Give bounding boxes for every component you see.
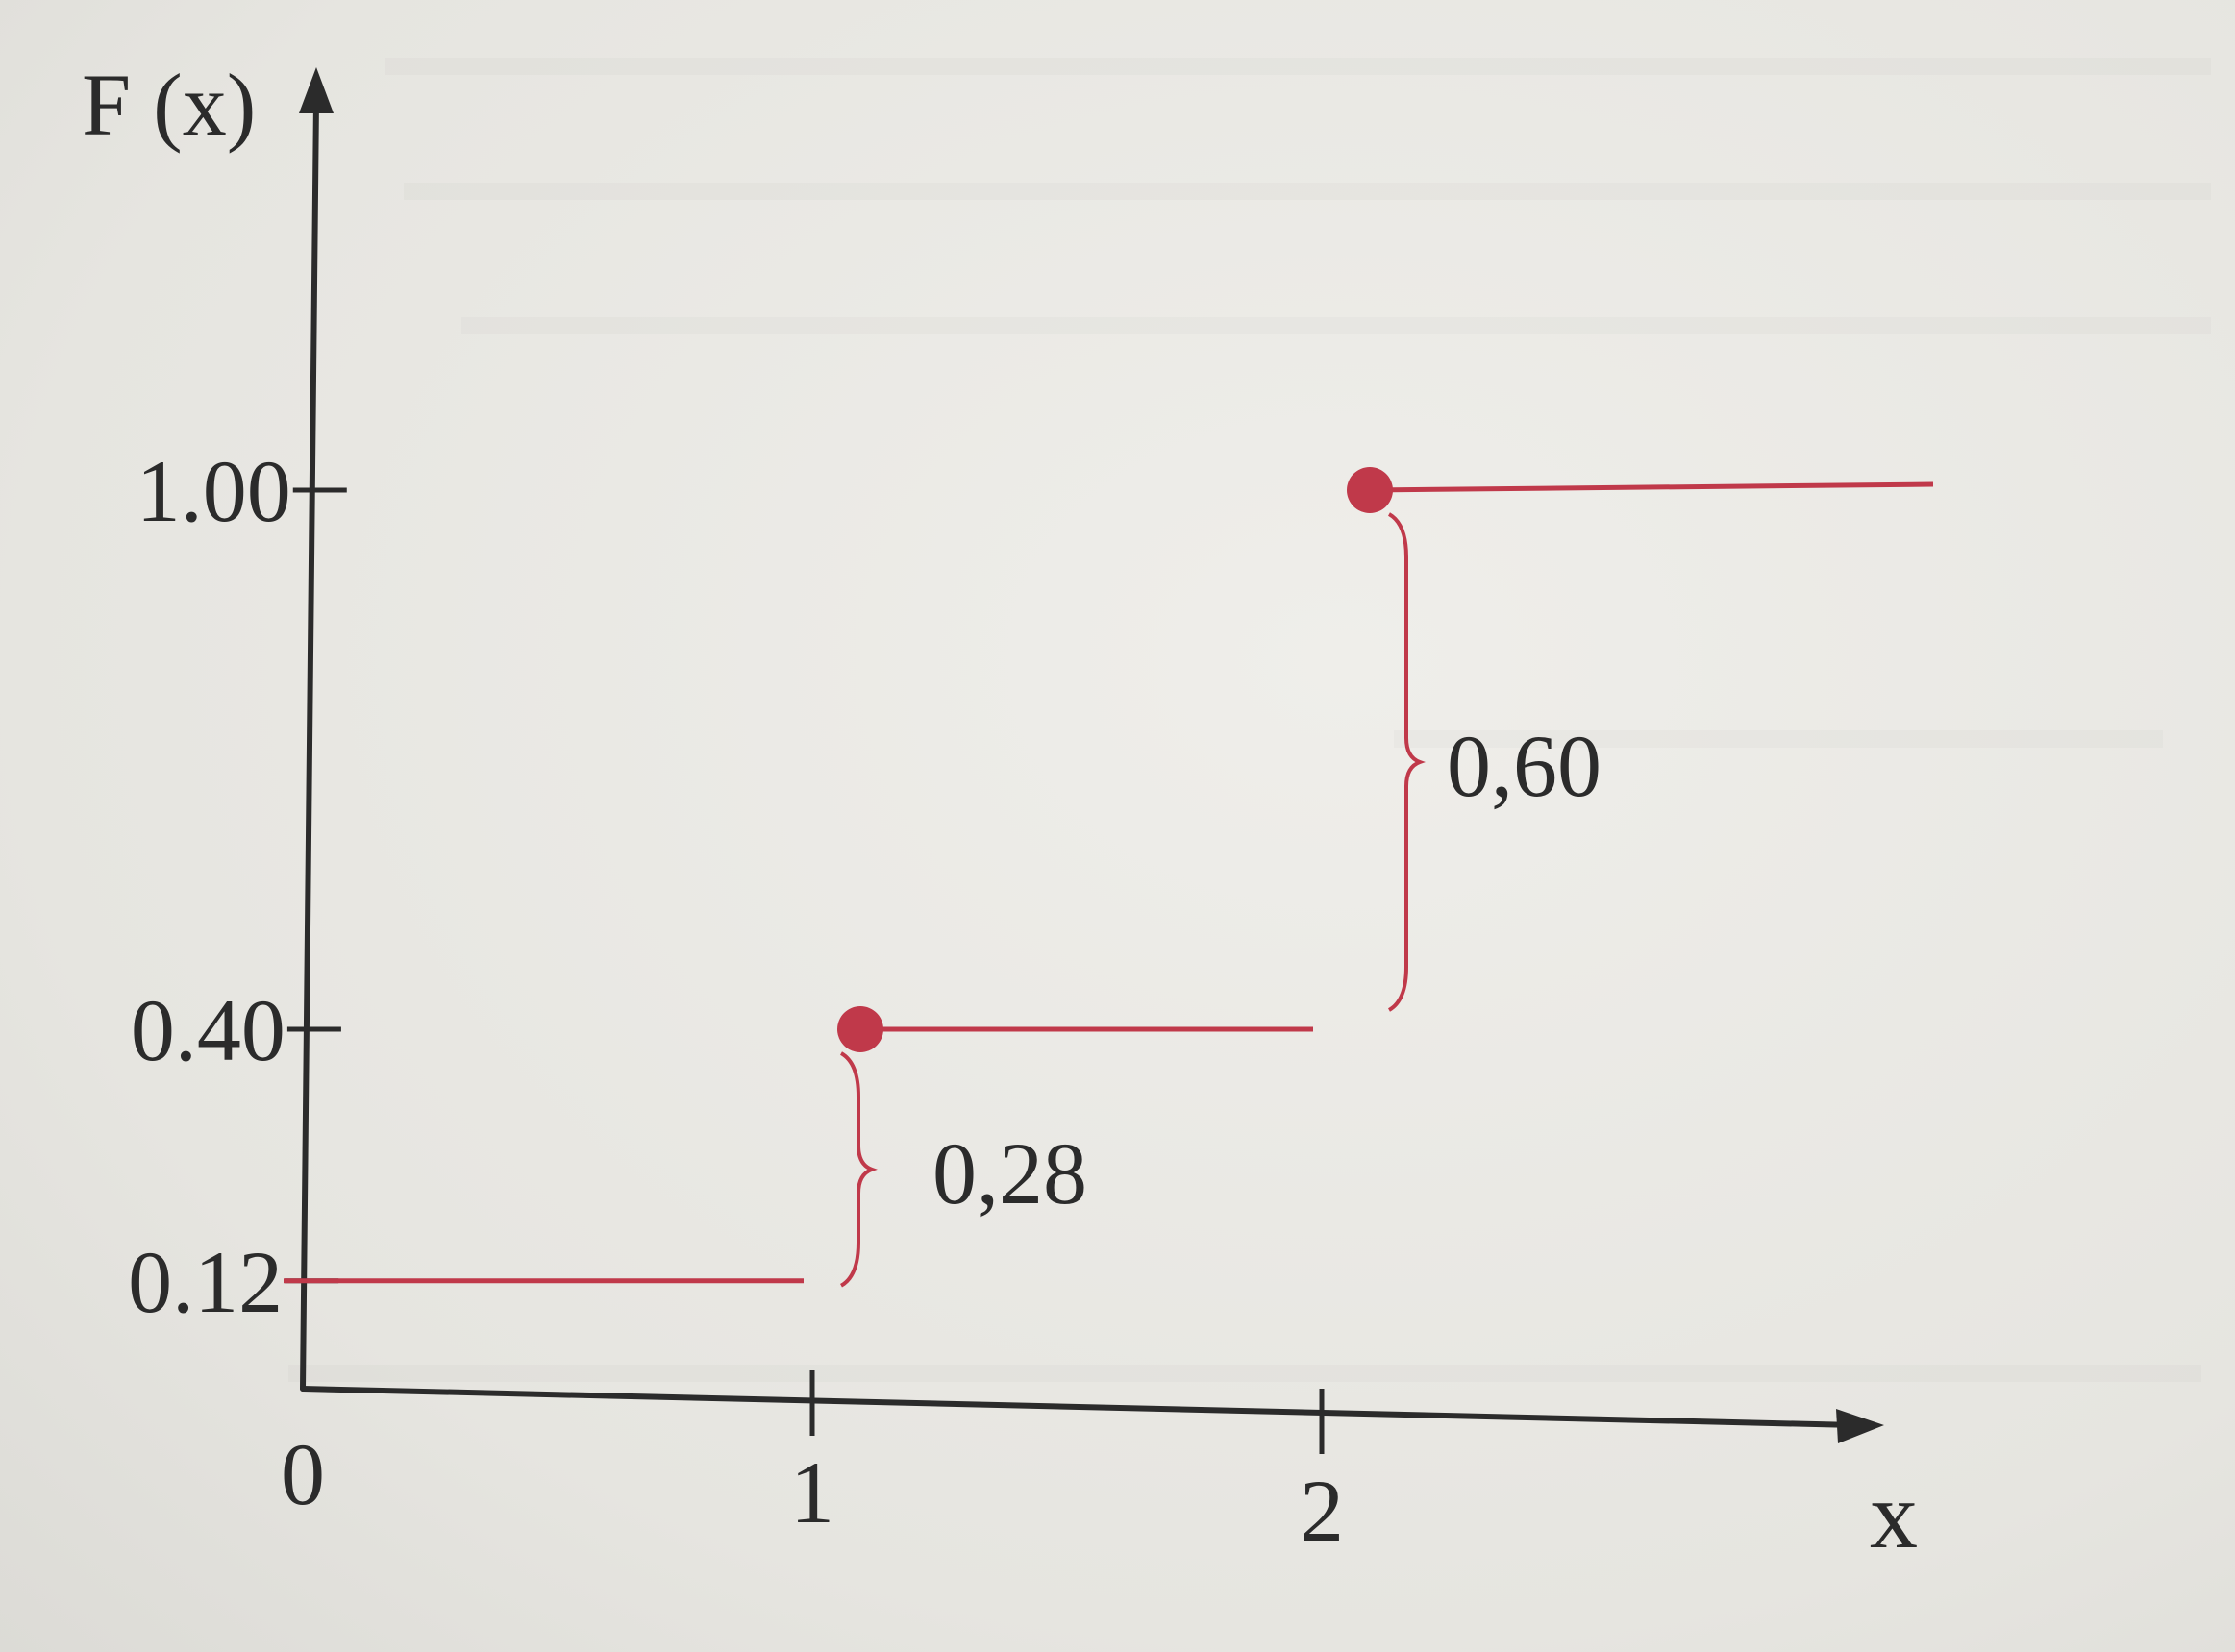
y-tick-label: 1.00 [137, 442, 291, 540]
jump-brace [1387, 512, 1426, 1012]
series-cdf [284, 467, 1934, 1284]
y-ticks: 1.00 0.40 0.12 [128, 442, 347, 1331]
jump-annotations: 0,28 0,60 [839, 512, 1602, 1288]
y-axis-title: F (x) [82, 56, 256, 154]
step-segment [1369, 481, 1934, 493]
x-tick-label: 2 [1300, 1462, 1344, 1560]
closed-point [1347, 467, 1393, 513]
jump-annotation-label: 0,28 [932, 1124, 1087, 1222]
x-axis-arrowhead [1836, 1409, 1884, 1443]
y-axis-arrowhead [299, 67, 334, 113]
y-axis [300, 98, 319, 1392]
x-axis [300, 1386, 1858, 1428]
axes [299, 67, 1884, 1443]
y-tick-label: 0.12 [128, 1233, 283, 1331]
bleed-through-decoration [288, 58, 2211, 1382]
x-tick-label: 0 [281, 1425, 325, 1523]
jump-brace [839, 1051, 878, 1288]
x-ticks: 0 1 2 [281, 1370, 1344, 1560]
closed-point [837, 1006, 883, 1052]
x-tick-label: 1 [790, 1443, 834, 1541]
x-axis-title: x [1870, 1462, 1918, 1568]
y-tick-label: 0.40 [131, 981, 286, 1079]
jump-annotation-label: 0,60 [1447, 717, 1602, 815]
